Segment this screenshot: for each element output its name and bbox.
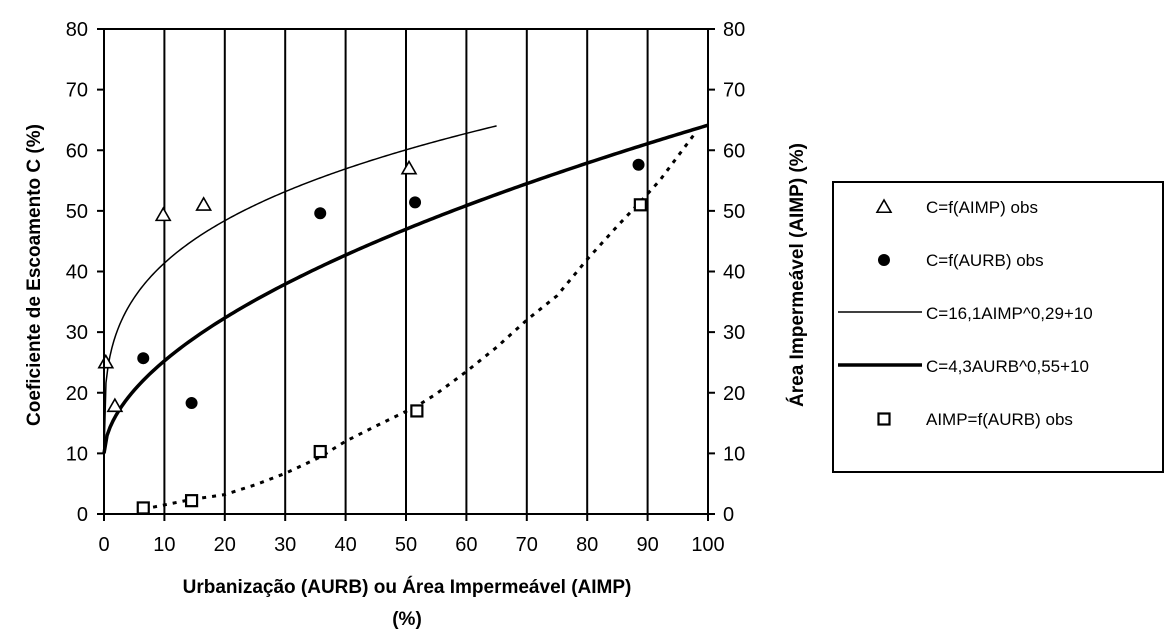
x-tick-label: 30 [274,534,296,556]
y-tick-label: 80 [66,19,88,41]
data-point-triangle [400,159,418,175]
data-point-square [184,494,199,508]
series-circle-points [137,158,645,410]
y-tick-label: 30 [66,322,88,344]
data-point-circle [632,158,645,171]
legend-label: C=16,1AIMP^0,29+10 [926,304,1093,323]
data-point-square [136,501,150,515]
y-tick-label: 50 [66,201,88,223]
series-layer [97,123,709,515]
data-point-square [313,444,327,459]
legend-label: AIMP=f(AURB) obs [926,410,1073,429]
y2-tick-label: 20 [723,383,745,405]
y2-tick-label: 70 [723,80,745,102]
x-tick-label: 40 [334,534,356,556]
x-tick-label: 10 [153,534,175,556]
legend-items: C=f(AIMP) obs C=f(AURB) obs C=16,1AIMP^0,2… [838,198,1093,429]
y2-axis-title: Área Impermeável (AIMP) (%) [786,143,808,407]
legend-label: C=4,3AURB^0,55+10 [926,357,1089,376]
x-tick-label: 0 [98,534,109,556]
y2-tick-label: 30 [723,322,745,344]
y2-tick-label: 0 [723,504,734,526]
data-point-triangle [106,397,124,413]
y-axis-title: Coeficiente de Escoamento C (%) [24,124,45,426]
data-point-square [633,198,647,212]
x-tick-label: 50 [395,534,417,556]
legend-symbol-square [877,412,891,426]
legend-item: C=f(AIMP) obs [875,198,1038,217]
series-line-thin [103,125,497,454]
series-line-thick [102,123,709,454]
legend-item: C=16,1AIMP^0,29+10 [838,304,1093,323]
legend-symbol-triangle [875,198,893,214]
data-point-square [410,404,424,418]
legend-label: C=f(AURB) obs [926,251,1044,270]
data-point-circle [185,397,198,410]
y2-tick-label: 40 [723,262,745,284]
data-point-triangle [154,206,172,222]
x-tick-label: 100 [691,534,724,556]
x-tick-label: 20 [214,534,236,556]
data-point-triangle [97,353,115,369]
data-point-triangle [195,196,213,211]
y2-tick-label: 80 [723,19,745,41]
x-tick-label: 80 [576,534,598,556]
y-tick-label: 20 [66,383,88,405]
x-tick-label: 90 [636,534,658,556]
y2-tick-label: 10 [723,443,745,465]
y2-tick-label: 60 [723,140,745,162]
y-tick-label: 0 [77,504,88,526]
legend-item: C=4,3AURB^0,55+10 [838,357,1089,376]
y2-tick-label: 50 [723,201,745,223]
x-tick-label: 60 [455,534,477,556]
series-square-points [136,198,647,515]
series-line-dotted [142,131,698,511]
legend-symbol-circle [878,254,890,266]
data-point-circle [409,196,422,209]
legend-label: C=f(AIMP) obs [926,198,1038,217]
legend-item: C=f(AURB) obs [878,251,1044,270]
y-tick-label: 40 [66,262,88,284]
data-point-circle [137,352,150,365]
y-tick-label: 10 [66,443,88,465]
y-tick-label: 60 [66,140,88,162]
series-triangle-points [97,159,418,413]
legend: C=f(AIMP) obs C=f(AURB) obs C=16,1AIMP^0,2… [832,181,1164,473]
data-point-circle [314,207,327,220]
x-axis-title: Urbanização (AURB) ou Área Impermeável (… [183,576,632,598]
legend-item: AIMP=f(AURB) obs [877,410,1073,429]
grid-layer [163,29,649,514]
y-tick-label: 70 [66,80,88,102]
x-axis-unit: (%) [392,609,422,630]
x-tick-label: 70 [516,534,538,556]
